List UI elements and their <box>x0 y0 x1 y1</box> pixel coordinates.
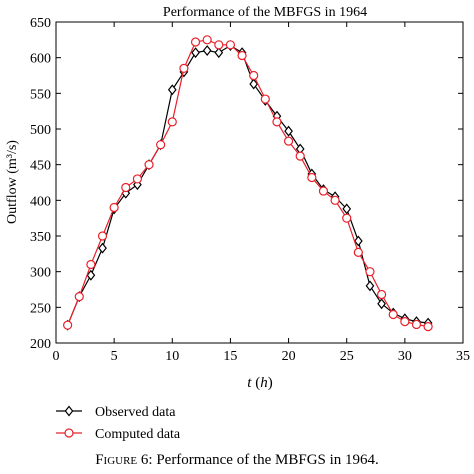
legend: Observed data Computed data <box>56 405 181 442</box>
computed-point <box>74 292 84 302</box>
computed-point <box>318 186 329 196</box>
computed-point <box>97 231 108 241</box>
computed-point <box>307 172 317 183</box>
computed-point <box>423 321 433 332</box>
y-tick-label: 500 <box>30 123 51 138</box>
x-tick-label: 5 <box>111 349 118 364</box>
legend-entry: Observed data <box>56 405 176 420</box>
x-tick-label: 35 <box>456 349 470 364</box>
computed-point <box>132 174 142 184</box>
x-axis-label: t (h) <box>247 375 272 391</box>
observed-point <box>202 45 212 56</box>
x-tick-label: 20 <box>282 349 296 364</box>
computed-point <box>190 37 201 47</box>
computed-point <box>353 247 363 258</box>
observed-point <box>353 235 363 247</box>
y-tick-label: 400 <box>30 194 51 209</box>
chart: Performance of the MBFGS in 1964 0 5 10 15 2… <box>5 5 470 442</box>
y-tick-label: 600 <box>30 52 51 67</box>
observed-point <box>86 269 96 281</box>
computed-point <box>249 70 259 81</box>
legend-entry: Computed data <box>56 427 181 442</box>
computed-point <box>377 289 387 300</box>
x-tick-label: 30 <box>398 349 412 364</box>
computed-point <box>342 213 352 223</box>
y-tick-label: 650 <box>30 16 51 31</box>
computed-point <box>179 63 189 73</box>
computed-point <box>202 35 212 45</box>
observed-point <box>98 242 107 254</box>
x-tick-label: 25 <box>340 349 354 364</box>
y-tick-label: 200 <box>30 337 51 352</box>
legend-marker <box>64 428 74 438</box>
computed-point <box>400 317 410 327</box>
x-tick-label: 0 <box>53 349 60 364</box>
computed-point <box>214 40 224 50</box>
computed-point <box>109 202 119 213</box>
observed-point <box>191 47 200 59</box>
computed-point <box>260 94 270 104</box>
y-tick-label: 450 <box>30 159 51 174</box>
x-tick-label: 10 <box>165 349 179 364</box>
observed-point <box>365 280 375 292</box>
series-line <box>67 39 429 328</box>
observed-point <box>249 78 259 90</box>
computed-point <box>283 136 294 146</box>
computed-point <box>225 40 236 50</box>
y-tick-label: 350 <box>30 230 51 245</box>
figure-label: Figure 6: <box>95 452 153 468</box>
computed-point <box>411 319 422 330</box>
series-layer <box>63 35 433 332</box>
computed-point <box>330 195 340 205</box>
x-axis-unit: h <box>260 375 268 391</box>
computed-point <box>167 117 177 127</box>
computed-point <box>63 320 73 330</box>
axes: 0 5 10 15 20 25 30 35 200 250 300 350 400 450 500 550 60… <box>30 16 470 364</box>
computed-point <box>121 182 131 193</box>
computed-point <box>388 309 398 320</box>
figure-caption: Figure 6: Performance of the MBFGS in 19… <box>0 452 474 469</box>
observed-series <box>63 40 433 331</box>
computed-point <box>144 160 154 170</box>
computed-series <box>63 35 433 332</box>
y-tick-label: 550 <box>30 87 51 102</box>
figure-caption-text: Performance of the MBFGS in 1964. <box>156 452 379 468</box>
x-tick-label: 15 <box>223 349 237 364</box>
observed-point <box>167 84 177 96</box>
legend-label: Computed data <box>95 427 181 442</box>
chart-title: Performance of the MBFGS in 1964 <box>163 5 367 20</box>
y-axis-label: Outflow (m³/s) <box>5 140 20 224</box>
legend-label: Observed data <box>95 405 176 420</box>
x-axis-variable: t <box>247 375 252 391</box>
computed-point <box>237 50 247 61</box>
computed-point <box>156 140 166 150</box>
computed-point <box>272 117 282 127</box>
y-tick-label: 250 <box>30 301 51 316</box>
computed-point <box>365 267 375 277</box>
computed-point <box>86 259 96 270</box>
y-tick-label: 300 <box>30 266 51 281</box>
observed-point <box>342 203 352 215</box>
computed-point <box>295 151 305 161</box>
observed-point <box>284 125 293 137</box>
observed-point <box>377 298 386 310</box>
observed-point <box>214 47 224 59</box>
legend-marker <box>64 405 74 417</box>
plot-frame <box>55 21 464 344</box>
